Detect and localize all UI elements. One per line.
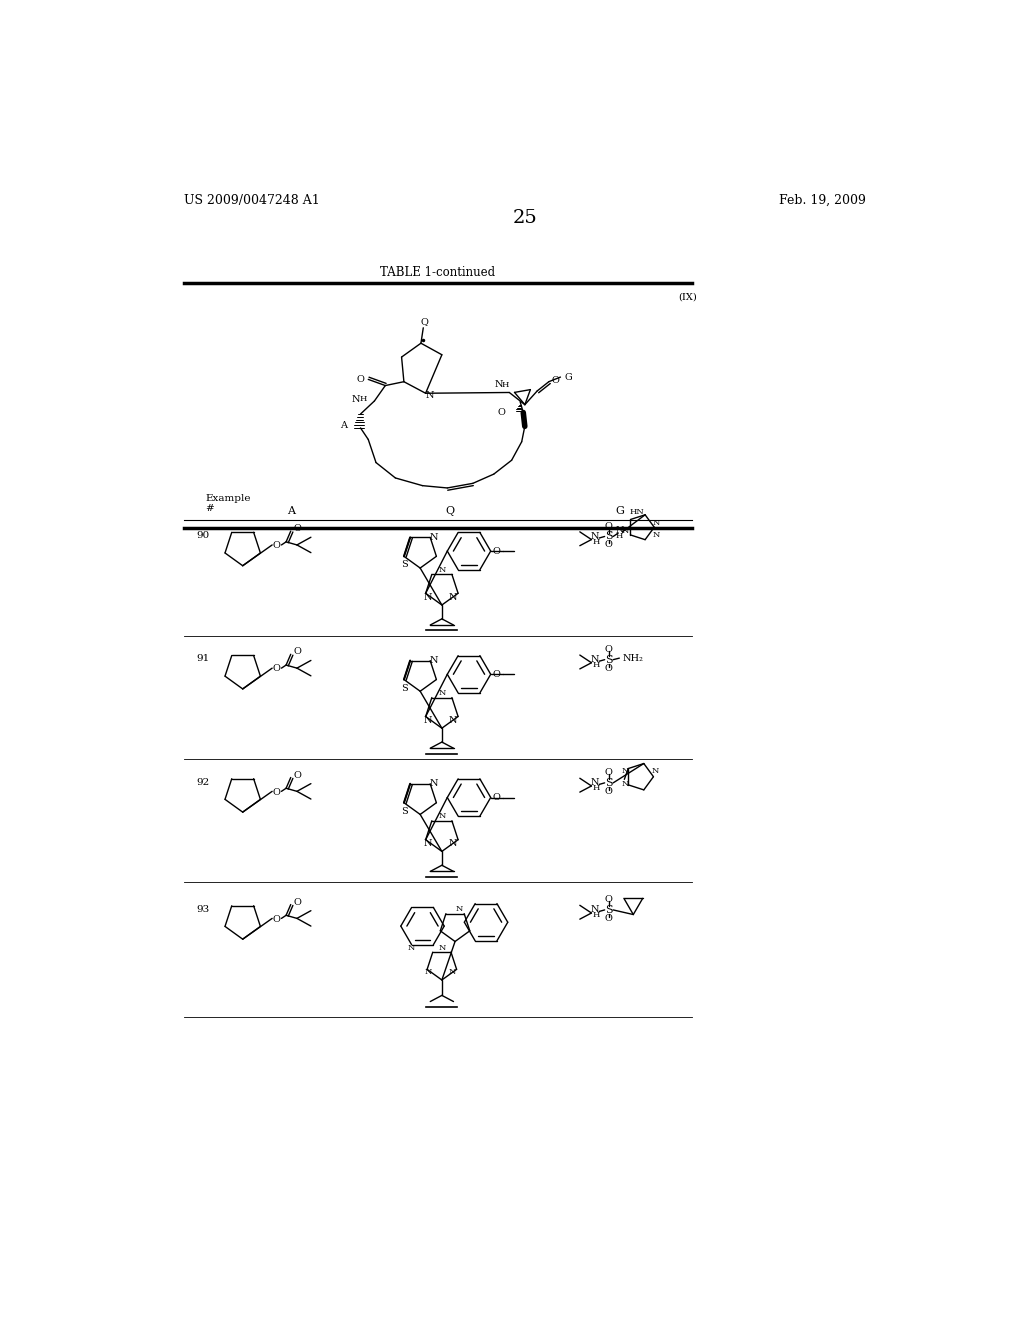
Text: O: O <box>604 521 612 531</box>
Text: N: N <box>615 525 624 535</box>
Text: H: H <box>593 784 600 792</box>
Text: N: N <box>653 531 660 539</box>
Text: H: H <box>593 537 600 546</box>
Text: N: N <box>449 715 457 725</box>
Text: N: N <box>424 969 431 977</box>
Text: O: O <box>293 648 301 656</box>
Text: N: N <box>456 906 463 913</box>
Text: O: O <box>272 541 281 550</box>
Text: N: N <box>438 565 445 574</box>
Text: O: O <box>493 793 501 803</box>
Text: N: N <box>430 779 438 788</box>
Text: O: O <box>356 375 365 384</box>
Text: G: G <box>564 372 572 381</box>
Text: O: O <box>293 524 301 533</box>
Text: O: O <box>498 408 506 417</box>
Text: S: S <box>401 561 408 569</box>
Text: O: O <box>604 895 612 904</box>
Text: S: S <box>605 532 612 541</box>
Text: H: H <box>593 661 600 669</box>
Text: N: N <box>495 380 503 389</box>
Text: O: O <box>272 664 281 673</box>
Text: O: O <box>552 376 560 384</box>
Text: TABLE 1-continued: TABLE 1-continued <box>381 265 496 279</box>
Text: H: H <box>359 396 367 404</box>
Text: 91: 91 <box>197 655 210 664</box>
Text: 92: 92 <box>197 777 210 787</box>
Text: N: N <box>449 593 457 602</box>
Text: NH₂: NH₂ <box>623 653 643 663</box>
Text: Example: Example <box>206 494 251 503</box>
Text: O: O <box>604 768 612 777</box>
Text: N: N <box>651 767 658 775</box>
Text: O: O <box>493 669 501 678</box>
Text: US 2009/0047248 A1: US 2009/0047248 A1 <box>183 194 319 207</box>
Text: G: G <box>615 506 625 516</box>
Text: S: S <box>401 684 408 693</box>
Text: S: S <box>401 807 408 816</box>
Text: N: N <box>438 944 445 952</box>
Text: N: N <box>622 527 629 535</box>
Text: 93: 93 <box>197 904 210 913</box>
Text: N: N <box>449 840 457 849</box>
Text: H: H <box>615 532 623 540</box>
Text: S: S <box>605 906 612 915</box>
Text: O: O <box>293 771 301 780</box>
Text: Q: Q <box>421 317 429 326</box>
Text: N: N <box>425 391 434 400</box>
Text: N: N <box>591 906 600 915</box>
Text: A: A <box>340 421 347 430</box>
Text: N: N <box>622 767 629 775</box>
Text: H: H <box>593 911 600 919</box>
Text: H: H <box>502 380 509 389</box>
Text: N: N <box>430 656 438 665</box>
Text: N: N <box>408 944 416 952</box>
Text: N: N <box>591 655 600 664</box>
Text: N: N <box>351 395 360 404</box>
Text: O: O <box>272 915 281 924</box>
Text: O: O <box>604 787 612 796</box>
Text: 90: 90 <box>197 531 210 540</box>
Text: Q: Q <box>445 506 455 516</box>
Text: A: A <box>287 506 295 516</box>
Text: O: O <box>293 898 301 907</box>
Text: O: O <box>493 546 501 556</box>
Text: S: S <box>605 655 612 665</box>
Text: Feb. 19, 2009: Feb. 19, 2009 <box>779 194 866 207</box>
Text: N: N <box>424 715 432 725</box>
Text: N: N <box>653 519 660 528</box>
Text: N: N <box>591 779 600 787</box>
Text: O: O <box>604 645 612 655</box>
Text: N: N <box>622 780 629 788</box>
Text: N: N <box>450 969 457 977</box>
Text: O: O <box>604 664 612 673</box>
Text: N: N <box>424 840 432 849</box>
Text: N: N <box>424 593 432 602</box>
Text: 25: 25 <box>512 210 538 227</box>
Text: HN: HN <box>630 508 644 516</box>
Text: S: S <box>605 777 612 788</box>
Text: N: N <box>591 532 600 541</box>
Text: O: O <box>604 540 612 549</box>
Text: #: # <box>206 504 214 513</box>
Text: N: N <box>438 689 445 697</box>
Text: (IX): (IX) <box>678 293 697 301</box>
Text: O: O <box>604 913 612 923</box>
Text: N: N <box>438 812 445 820</box>
Text: N: N <box>430 533 438 541</box>
Text: O: O <box>272 788 281 796</box>
